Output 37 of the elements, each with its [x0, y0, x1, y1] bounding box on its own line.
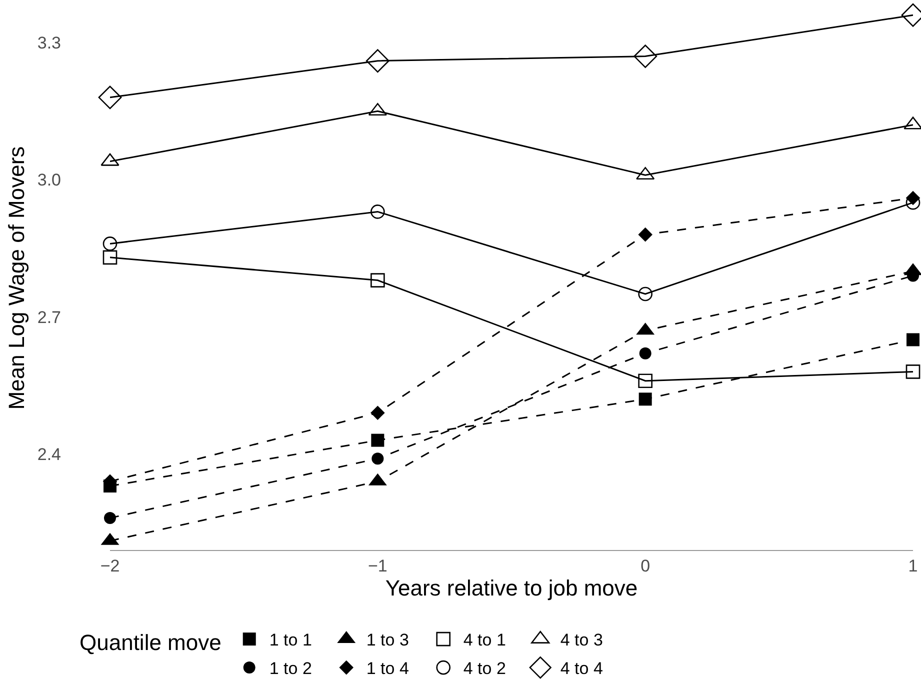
- point: [639, 347, 652, 360]
- y-tick-label: 2.4: [37, 444, 61, 464]
- point: [634, 44, 658, 68]
- legend-label: 4 to 1: [463, 630, 506, 650]
- y-tick-label: 3.0: [37, 170, 61, 190]
- x-axis-title: Years relative to job move: [385, 575, 638, 600]
- point: [366, 49, 390, 73]
- point: [370, 204, 385, 219]
- legend-label: 1 to 2: [269, 659, 312, 678]
- point: [906, 333, 920, 346]
- legend-label: 1 to 1: [269, 630, 312, 650]
- x-tick-label: −2: [100, 556, 120, 576]
- point: [102, 250, 118, 265]
- legend-label: 1 to 3: [366, 630, 409, 650]
- point: [104, 512, 116, 524]
- legend-label: 1 to 4: [366, 659, 409, 678]
- y-tick-label: 2.7: [37, 308, 61, 327]
- point: [102, 236, 118, 251]
- point: [638, 227, 652, 242]
- point: [906, 364, 920, 379]
- x-tick-label: 1: [908, 556, 918, 576]
- point: [372, 452, 384, 465]
- point: [638, 374, 652, 388]
- point: [638, 392, 652, 406]
- point: [370, 273, 385, 288]
- x-tick-label: 0: [640, 556, 650, 576]
- legend-label: 4 to 4: [560, 659, 603, 678]
- legend-title: Quantile move: [80, 630, 222, 656]
- y-tick-label: 3.3: [37, 34, 61, 53]
- point: [98, 86, 122, 110]
- point: [370, 406, 385, 420]
- y-axis-title: Mean Log Wage of Movers: [4, 146, 30, 410]
- point: [371, 434, 384, 447]
- point: [638, 286, 652, 302]
- legend-label: 4 to 3: [560, 630, 603, 650]
- legend-label: 4 to 2: [463, 659, 506, 678]
- x-tick-label: −1: [368, 556, 388, 576]
